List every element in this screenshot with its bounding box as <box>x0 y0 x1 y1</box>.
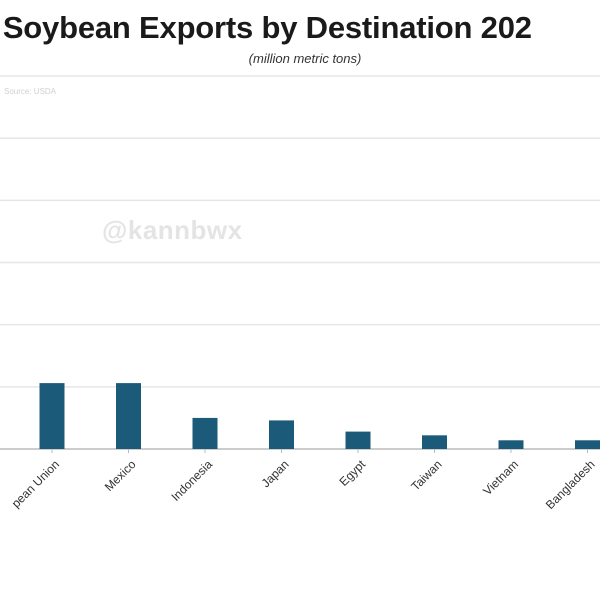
x-tick-label: Indonesia <box>168 457 215 504</box>
watermark: @kannbwx <box>102 215 243 245</box>
bar <box>269 420 294 449</box>
bar <box>575 440 600 449</box>
chart-title: . Soybean Exports by Destination 202 <box>0 10 532 45</box>
x-tick-label: Mexico <box>102 457 139 494</box>
bar <box>116 383 141 449</box>
source-note: Source: USDA <box>4 87 57 96</box>
x-tick-label: Egypt <box>337 457 369 489</box>
bar <box>192 417 218 449</box>
bar <box>422 435 447 449</box>
x-tick-label: Bangladesh <box>543 457 598 512</box>
x-tick-label: Japan <box>259 457 292 490</box>
bar <box>39 383 65 449</box>
chart-subtitle: (million metric tons) <box>248 51 362 66</box>
x-tick-label: Taiwan <box>408 457 444 493</box>
x-tick-label: Vietnam <box>480 457 521 498</box>
bar <box>345 431 371 449</box>
bar <box>498 440 524 449</box>
x-tick-label: pean Union <box>9 457 62 510</box>
